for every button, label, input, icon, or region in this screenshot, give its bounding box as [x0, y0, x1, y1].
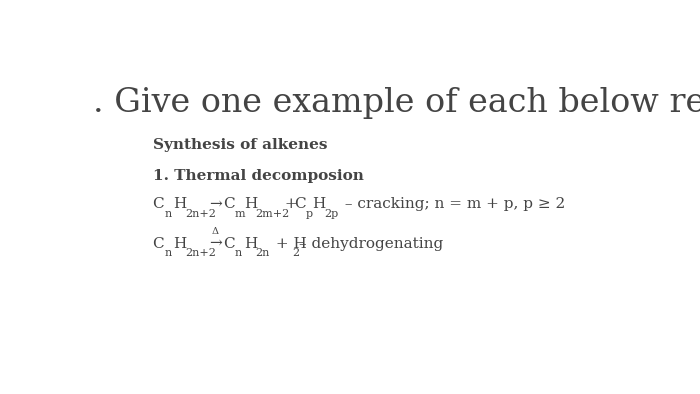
Text: n: n [164, 208, 172, 219]
Text: 2n+2: 2n+2 [185, 248, 216, 258]
Text: →: → [209, 236, 223, 251]
Text: n: n [235, 248, 242, 258]
Text: 1. Thermal decomposion: 1. Thermal decomposion [153, 169, 363, 183]
Text: m: m [235, 208, 246, 219]
Text: 2: 2 [293, 248, 300, 258]
Text: + H: + H [271, 236, 307, 251]
Text: – cracking; n = m + p, p ≥ 2: – cracking; n = m + p, p ≥ 2 [340, 197, 565, 211]
Text: H: H [244, 197, 257, 211]
Text: Δ: Δ [211, 227, 218, 236]
Text: C: C [153, 197, 164, 211]
Text: 2n+2: 2n+2 [185, 208, 216, 219]
Text: H: H [244, 236, 257, 251]
Text: . Give one example of each below reaction?: . Give one example of each below reactio… [93, 87, 700, 119]
Text: H: H [312, 197, 326, 211]
Text: 2n: 2n [256, 248, 270, 258]
Text: C: C [153, 236, 164, 251]
Text: +: + [280, 197, 302, 211]
Text: 2p: 2p [324, 208, 338, 219]
Text: →: → [209, 197, 223, 211]
Text: C: C [294, 197, 305, 211]
Text: H: H [173, 197, 186, 211]
Text: p: p [306, 208, 313, 219]
Text: n: n [164, 248, 172, 258]
Text: Synthesis of alkenes: Synthesis of alkenes [153, 138, 327, 152]
Text: C: C [223, 197, 235, 211]
Text: 2m+2: 2m+2 [256, 208, 290, 219]
Text: – dehydrogenating: – dehydrogenating [299, 236, 443, 251]
Text: C: C [223, 236, 235, 251]
Text: H: H [173, 236, 186, 251]
